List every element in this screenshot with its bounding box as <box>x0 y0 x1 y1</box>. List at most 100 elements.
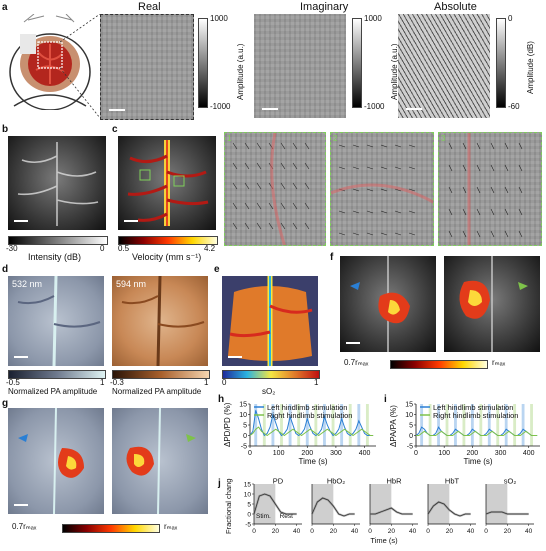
stim-band-left <box>254 404 258 446</box>
cbar-abs-label: Amplitude (dB) <box>526 41 535 94</box>
stim-band-left <box>521 404 525 446</box>
stim-band-left <box>340 404 344 446</box>
colorbar-real <box>198 18 208 108</box>
stim-band-right <box>479 404 483 446</box>
y-tick-label: 0 <box>247 512 251 519</box>
velocity-inset-2: 2 <box>330 132 434 246</box>
x-tick-label: 0 <box>252 528 256 535</box>
title-absolute: Absolute <box>434 1 477 13</box>
subplot-line <box>370 507 413 515</box>
scale-bar <box>14 220 28 222</box>
x-tick-label: 20 <box>446 528 454 535</box>
x-tick-label: 100 <box>273 450 285 457</box>
pa-activation-left <box>8 408 104 514</box>
x-tick-label: 200 <box>301 450 313 457</box>
title-imaginary: Imaginary <box>300 1 349 13</box>
stim-period <box>254 484 276 524</box>
wavelength-532-label: 532 nm <box>12 279 43 289</box>
x-tick-label: 20 <box>388 528 396 535</box>
inset-2-label: 2 <box>333 134 338 143</box>
stim-band-right <box>462 404 466 446</box>
x-tick-label: 300 <box>330 450 342 457</box>
x-tick-label: 20 <box>504 528 512 535</box>
stim-band-left <box>470 404 474 446</box>
stim-band-left <box>420 404 424 446</box>
stim-period <box>428 484 450 524</box>
cbar-abs-min: -60 <box>508 102 520 111</box>
y-tick-label: 0 <box>409 433 413 440</box>
pa-image-532nm: 532 nm <box>8 276 104 366</box>
activation-map-left <box>340 256 436 352</box>
panel-label-h: h <box>218 394 225 405</box>
stim-band-right <box>331 404 335 446</box>
subplot-line <box>253 493 297 515</box>
y-axis-label: Fractional change (%) <box>224 478 233 534</box>
activation-map-right <box>444 256 540 352</box>
x-tick-label: 100 <box>438 450 450 457</box>
stim-band-right <box>348 404 352 446</box>
stim-band-left <box>357 404 361 446</box>
y-tick-label: 10 <box>244 492 252 499</box>
stim-band-right <box>262 404 266 446</box>
y-tick-label: -5 <box>241 444 247 451</box>
x-tick-label: 40 <box>293 528 301 535</box>
cbar-e-max: 1 <box>314 378 319 387</box>
colorbar-pa-594 <box>112 370 210 379</box>
stim-band-left <box>487 404 491 446</box>
legend-entry: Right hindlimb stimulation <box>433 411 518 420</box>
y-tick-label: 15 <box>405 402 413 409</box>
cbar-real-label: Amplitude (a.u.) <box>236 43 245 100</box>
series-line-right <box>249 426 374 437</box>
inset-3-label: 3 <box>441 134 446 143</box>
scale-bar <box>14 356 28 358</box>
cbar-f-max: rₘₐₓ <box>492 358 506 367</box>
stim-period <box>370 484 392 524</box>
cbar-real-max: 1000 <box>210 14 228 23</box>
stim-band-right <box>280 404 283 446</box>
cbar-f-min: 0.7rₘₐₓ <box>344 358 369 367</box>
x-tick-label: 20 <box>330 528 338 535</box>
stim-band-right <box>496 404 500 446</box>
stim-band-right <box>314 404 318 446</box>
y-tick-label: 15 <box>244 482 252 489</box>
series-line-right <box>416 430 538 436</box>
colorbar-velocity <box>118 236 218 245</box>
cbar-e-min: 0 <box>222 378 227 387</box>
scale-bar <box>262 108 278 110</box>
subplot-title: HbO₂ <box>327 478 345 486</box>
imaginary-image <box>254 14 346 118</box>
panel-label-a: a <box>2 2 8 13</box>
scale-bar <box>346 342 360 344</box>
panel-label-g: g <box>2 398 9 409</box>
so2-image <box>222 276 318 366</box>
zoom-connector <box>60 14 101 119</box>
subplot-line <box>427 501 471 517</box>
cbar-g-min: 0.7rₘₐₓ <box>12 522 37 531</box>
x-tick-label: 0 <box>484 528 488 535</box>
y-tick-label: 10 <box>239 412 247 419</box>
y-tick-label: 15 <box>239 402 247 409</box>
velocity-inset-3: 3 <box>438 132 542 246</box>
stim-band-left <box>454 404 457 446</box>
x-axis-label: Time (s) <box>463 457 492 466</box>
x-tick-label: 0 <box>248 450 252 457</box>
scale-bar <box>406 108 422 110</box>
y-axis-label: ΔPD/PD (%) <box>223 402 232 447</box>
stim-band-left <box>305 404 309 446</box>
cbar-d1-label: Normalized PA amplitude <box>8 387 98 396</box>
y-tick-label: 10 <box>405 412 413 419</box>
cbar-b-min: -30 <box>6 244 18 253</box>
cbar-real-min: -1000 <box>210 102 231 111</box>
y-axis-label: ΔPA/PA (%) <box>389 405 398 447</box>
x-axis-label: Time (s) <box>298 457 327 466</box>
colorbar-intensity <box>8 236 108 245</box>
x-tick-label: 0 <box>368 528 372 535</box>
mouse-head-photo <box>4 14 96 110</box>
x-tick-label: 200 <box>467 450 479 457</box>
scale-bar <box>14 504 28 506</box>
colorbar-g <box>62 524 160 533</box>
absolute-image <box>398 14 490 118</box>
colorbar-absolute <box>496 18 506 108</box>
wavelength-594-label: 594 nm <box>116 279 147 289</box>
